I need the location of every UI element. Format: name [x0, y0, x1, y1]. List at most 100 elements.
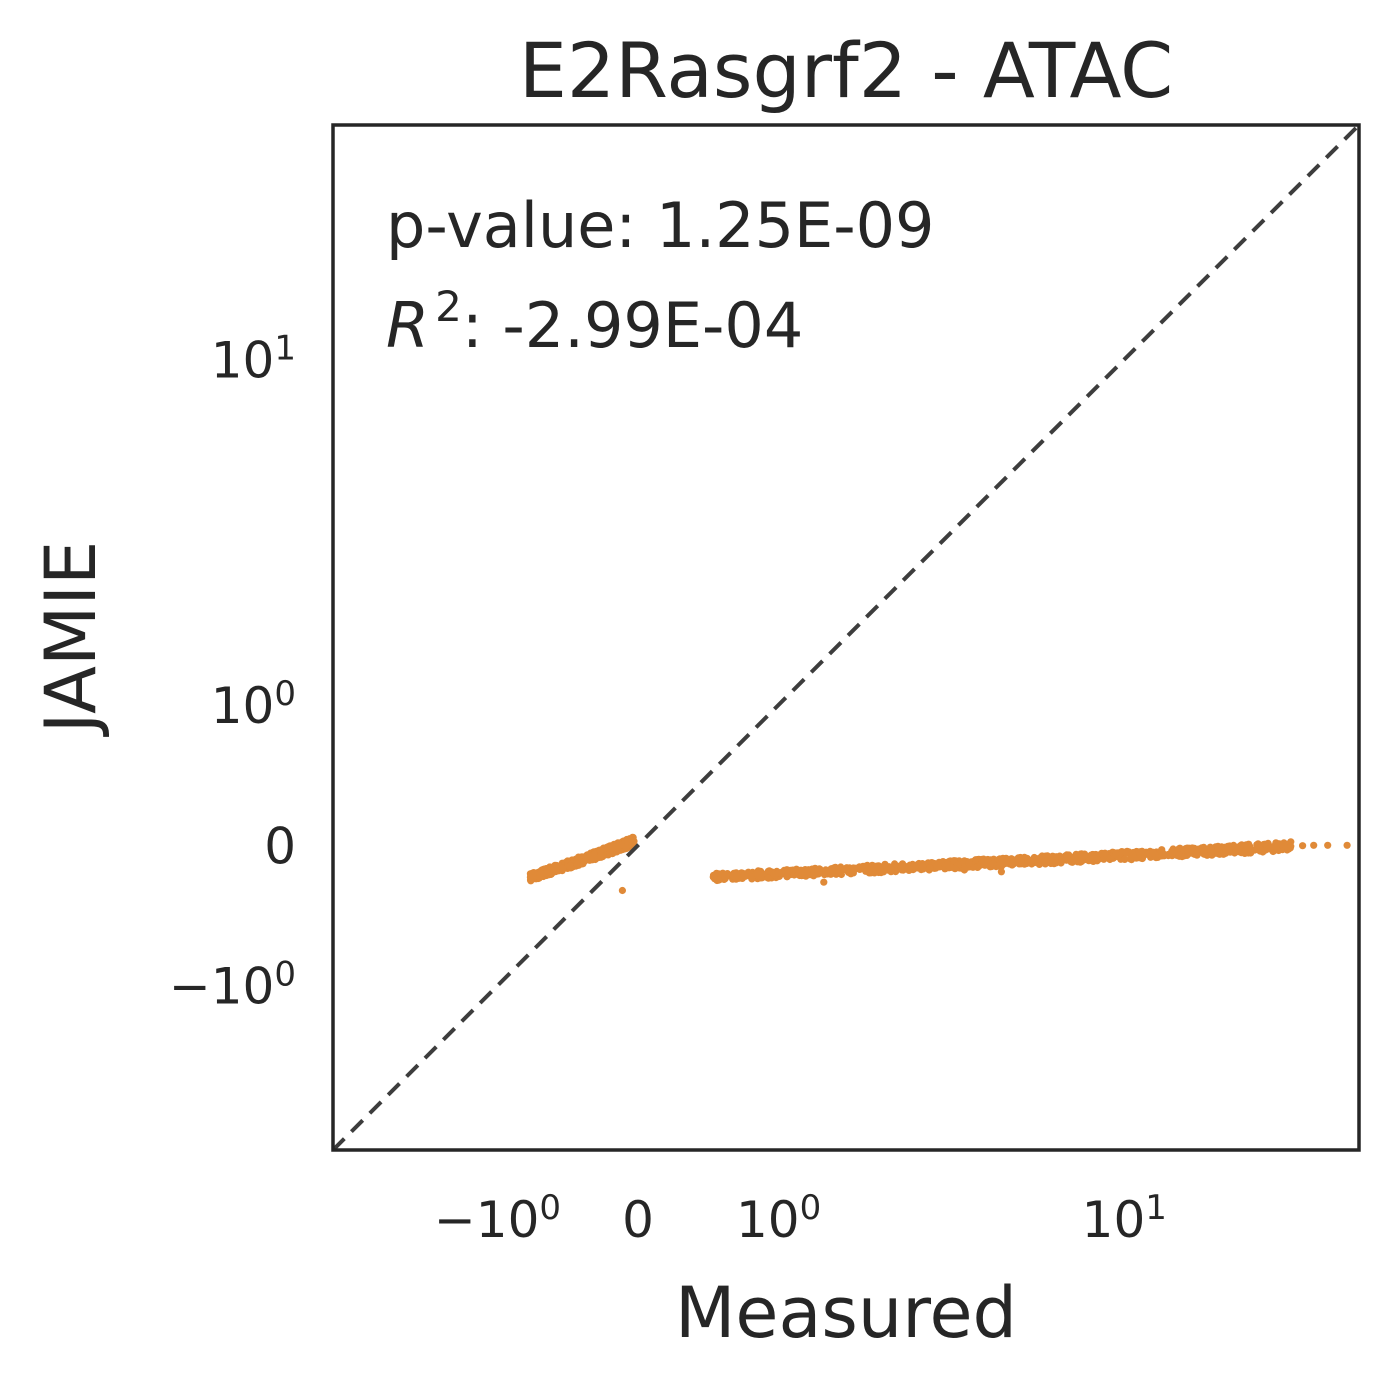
data-point — [1052, 859, 1060, 867]
data-point — [820, 878, 828, 886]
data-point — [1343, 841, 1351, 849]
data-point — [615, 846, 623, 854]
plot-frame — [331, 123, 1361, 1152]
data-point — [1193, 851, 1201, 859]
data-point — [904, 864, 913, 872]
data-point — [1168, 849, 1176, 857]
chart-title: E2Rasgrf2 - ATAC — [519, 26, 1173, 115]
data-point — [803, 868, 811, 876]
data-point — [822, 867, 830, 875]
data-point — [1251, 846, 1259, 854]
data-point — [597, 852, 605, 860]
data-point — [740, 871, 749, 879]
data-point — [855, 863, 864, 871]
data-point — [783, 873, 791, 881]
data-point — [1026, 857, 1034, 866]
data-point — [919, 863, 927, 871]
data-point — [1078, 853, 1086, 861]
data-point — [1231, 843, 1239, 851]
data-point — [526, 873, 535, 881]
tick-base: 0 — [264, 817, 296, 875]
data-point — [559, 864, 567, 872]
tick-base: 10 — [211, 677, 275, 735]
data-point — [719, 869, 727, 877]
data-point — [545, 868, 553, 876]
data-point — [943, 861, 952, 869]
y-tick-label: −100 — [169, 955, 296, 1016]
data-point — [715, 876, 723, 884]
data-point — [753, 870, 761, 878]
tick-exponent: 1 — [1145, 1188, 1167, 1228]
r2-exponent: 2 — [435, 282, 462, 331]
data-point — [589, 855, 597, 863]
data-point — [1112, 849, 1120, 857]
tick-base: 10 — [1082, 1191, 1146, 1249]
tick-base: −10 — [169, 958, 275, 1016]
tick-exponent: 1 — [274, 328, 296, 368]
x-axis-ticks: −100 0 100 101 — [434, 1188, 1167, 1249]
data-point — [775, 869, 783, 877]
x-axis-label: Measured — [675, 1272, 1017, 1354]
data-point — [960, 866, 969, 874]
data-point — [597, 847, 605, 855]
data-point — [887, 865, 895, 873]
tick-exponent: 0 — [274, 955, 296, 995]
data-point — [1158, 852, 1166, 860]
data-points — [526, 833, 1351, 895]
r2-symbol: R — [386, 289, 429, 362]
data-point — [1149, 848, 1157, 856]
data-point — [622, 843, 630, 851]
data-point — [810, 869, 819, 878]
data-point — [1068, 857, 1076, 865]
x-tick-label: 100 — [736, 1188, 821, 1249]
r2-value: : -2.99E-04 — [462, 289, 803, 362]
r2-annotation: R 2: -2.99E-04 — [386, 282, 803, 362]
data-point — [861, 862, 869, 870]
data-point — [1310, 841, 1318, 849]
tick-exponent: 0 — [274, 674, 296, 714]
y-tick-label: 101 — [211, 328, 296, 389]
data-point — [552, 866, 560, 874]
data-point — [709, 873, 718, 881]
data-point — [1056, 852, 1064, 860]
data-point — [1241, 849, 1249, 858]
data-point — [980, 858, 988, 866]
data-point — [1200, 846, 1208, 854]
data-point — [1101, 849, 1109, 857]
x-tick-label: −100 — [434, 1188, 561, 1249]
data-point — [997, 859, 1005, 867]
plot-area — [331, 123, 1361, 1152]
y-tick-label: 0 — [264, 817, 296, 875]
tick-base: 10 — [211, 331, 275, 389]
data-point — [1003, 858, 1011, 867]
data-point — [794, 871, 803, 879]
data-point — [870, 864, 878, 872]
data-point — [1299, 842, 1307, 850]
y-tick-label: 100 — [211, 674, 296, 735]
reference-line-y-equals-x — [333, 125, 1359, 1150]
data-point — [1175, 851, 1183, 860]
data-point — [1014, 855, 1022, 863]
data-point — [1231, 849, 1239, 857]
data-point — [608, 844, 617, 852]
data-point — [933, 862, 942, 870]
data-point — [1242, 841, 1250, 849]
data-point — [1324, 841, 1332, 849]
data-point — [1121, 855, 1129, 864]
data-point — [898, 860, 907, 868]
data-point — [573, 861, 581, 869]
data-point — [1270, 842, 1278, 850]
data-point — [1287, 842, 1295, 850]
data-point — [764, 874, 773, 882]
data-point — [618, 886, 627, 895]
data-point — [876, 865, 884, 874]
data-point — [910, 862, 918, 871]
x-tick-label: 0 — [622, 1191, 654, 1249]
data-point — [1134, 854, 1142, 862]
data-point — [835, 866, 844, 874]
data-point — [989, 860, 997, 868]
data-point — [1253, 841, 1262, 849]
data-point — [536, 870, 544, 878]
